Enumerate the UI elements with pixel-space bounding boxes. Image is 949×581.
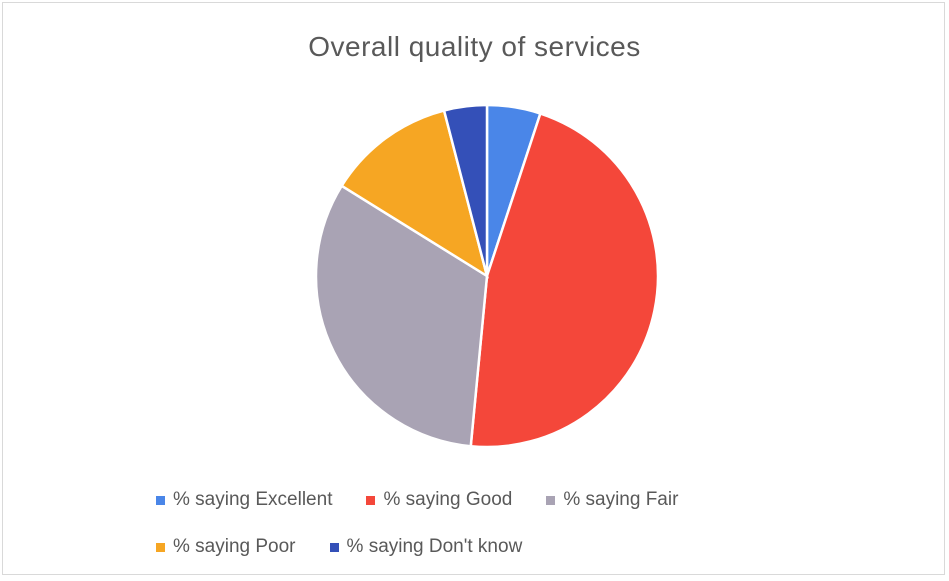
pie-slice-poor	[339, 108, 489, 279]
legend-label-dont-know: % saying Don't know	[346, 536, 523, 557]
legend-swatch-poor	[156, 542, 165, 552]
legend-swatch-fair	[546, 495, 556, 505]
pie-slice-dont-know	[442, 103, 489, 277]
legend-item-excellent: % saying Excellent	[156, 489, 332, 511]
legend-item-fair: % saying Fair	[546, 489, 678, 511]
chart-frame: Overall quality of services % saying Exc…	[2, 2, 945, 575]
pie-slice-good	[469, 111, 660, 449]
legend-swatch-dont-know	[329, 542, 339, 552]
chart-legend: % saying Excellent % saying Good % sayin…	[3, 487, 946, 581]
legend-swatch-excellent	[156, 495, 165, 505]
pie-chart	[314, 103, 660, 449]
chart-title: Overall quality of services	[308, 31, 641, 62]
legend-item-good: % saying Good	[366, 489, 512, 511]
legend-label-good: % saying Good	[383, 489, 513, 510]
legend-label-excellent: % saying Excellent	[173, 489, 333, 510]
legend-item-dont-know: % saying Don't know	[329, 536, 523, 558]
legend-item-poor: % saying Poor	[156, 536, 296, 558]
legend-label-fair: % saying Fair	[563, 489, 679, 510]
legend-swatch-good	[366, 495, 376, 505]
legend-row-2: % saying Poor % saying Don't know	[3, 534, 946, 560]
legend-row-1: % saying Excellent % saying Good % sayin…	[3, 487, 946, 513]
legend-label-poor: % saying Poor	[173, 536, 296, 557]
